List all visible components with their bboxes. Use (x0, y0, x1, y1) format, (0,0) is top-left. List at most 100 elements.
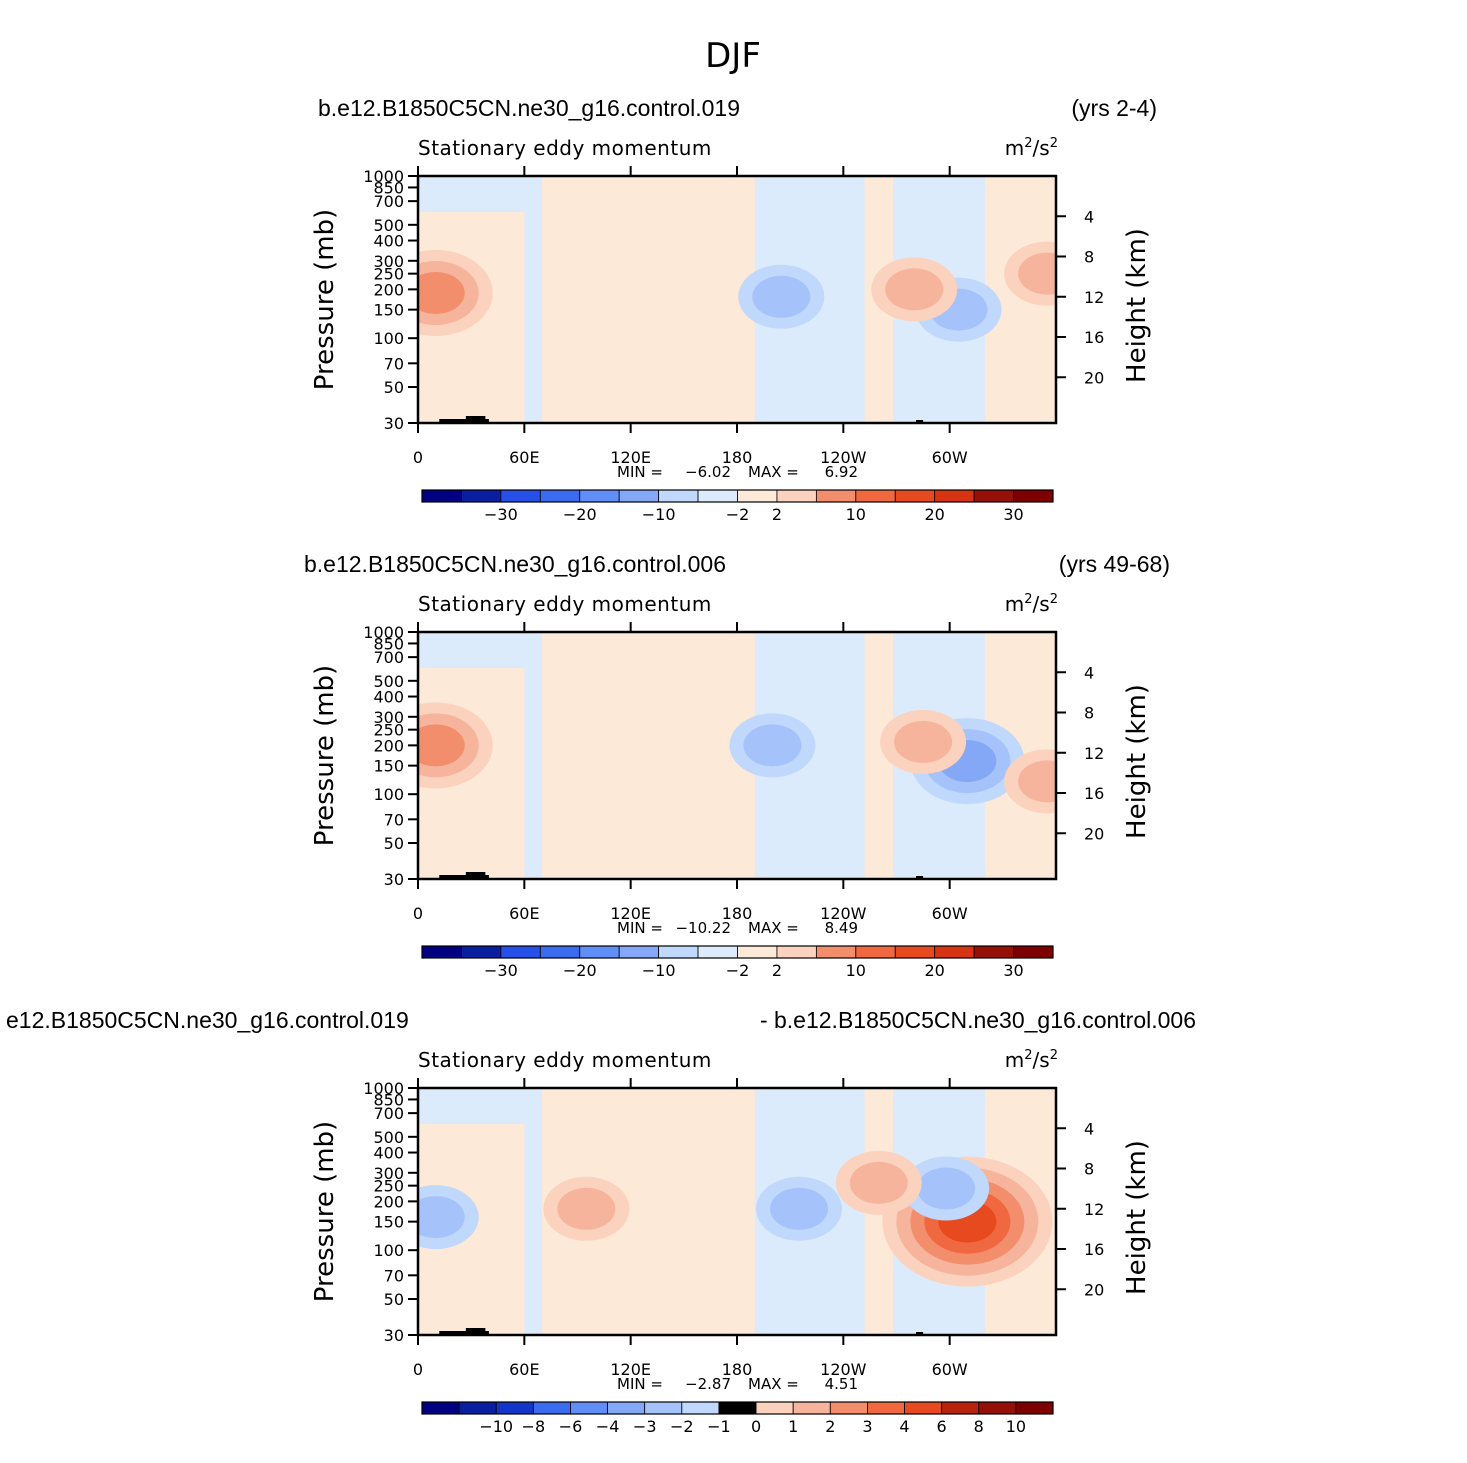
min-value: −2.87 (685, 1375, 731, 1393)
y-tick-label: 150 (373, 1213, 404, 1232)
y-tick-label: 50 (384, 378, 404, 397)
colorbar-box (1015, 1401, 1054, 1415)
x-tick-label: 60E (509, 904, 539, 923)
y2-tick-label: 8 (1084, 704, 1094, 723)
colorbar-box (579, 489, 620, 503)
colorbar-box (973, 945, 1014, 959)
y-tick-label: 50 (384, 1290, 404, 1309)
x-tick-label: 180 (722, 1360, 753, 1379)
y2-tick-label: 8 (1084, 1160, 1094, 1179)
y-tick-label: 500 (373, 672, 404, 691)
y-tick-label: 1000 (363, 1079, 404, 1098)
colorbar-label: −2 (670, 1417, 694, 1436)
y-tick-label: 200 (373, 280, 404, 299)
y-tick-label: 100 (373, 329, 404, 348)
left-string: Stationary eddy momentum (418, 1048, 712, 1072)
colorbar-box (458, 1401, 497, 1415)
topography (465, 1328, 486, 1335)
topography (915, 1332, 924, 1335)
contour-field (418, 176, 1056, 423)
topography (439, 419, 489, 423)
units-base: m (1005, 136, 1024, 160)
x-tick-label: 0 (413, 448, 423, 467)
colorbar-box (973, 489, 1014, 503)
y2-axis-title: Height (km) (1122, 228, 1152, 383)
max-value: 4.51 (825, 1375, 858, 1393)
contour-positive-level-2 (557, 1187, 616, 1230)
y2-tick-label: 12 (1084, 288, 1104, 307)
topography (915, 876, 924, 879)
colorbar-label: −2 (726, 961, 750, 980)
colorbar-label: 10 (846, 961, 866, 980)
colorbar-box (681, 1401, 720, 1415)
y-tick-label: 150 (373, 757, 404, 776)
y-tick-label: 850 (373, 178, 404, 197)
colorbar-label: 30 (1003, 961, 1023, 980)
colorbar-box (718, 1401, 757, 1415)
max-label: MAX = (748, 919, 799, 937)
x-tick-label: 120W (820, 1360, 867, 1379)
y-tick-label: 300 (373, 252, 404, 271)
x-tick-label: 120W (820, 448, 867, 467)
colorbar-label: −10 (642, 961, 676, 980)
colorbar-label: 1 (788, 1417, 798, 1436)
x-tick-label: 0 (413, 1360, 423, 1379)
colorbar-box (461, 489, 502, 503)
y-tick-label: 1000 (363, 623, 404, 642)
colorbar-box (539, 945, 581, 959)
colorbar-label: 20 (925, 505, 945, 524)
panel-2: b.e12.B1850C5CN.ne30_g16.control.006 (yrs… (304, 551, 1170, 980)
colorbar-label: 2 (772, 505, 782, 524)
colorbar-box (421, 945, 462, 959)
colorbar-box (855, 945, 896, 959)
y-tick-label: 30 (384, 1326, 404, 1345)
x-tick-label: 60W (932, 904, 968, 923)
colorbar-label: 2 (772, 961, 782, 980)
y2-tick-label: 20 (1084, 824, 1104, 843)
max-value: 6.92 (825, 463, 858, 481)
min-value: −10.22 (675, 919, 731, 937)
y2-tick-label: 16 (1084, 784, 1104, 803)
y-axis-title: Pressure (mb) (310, 665, 340, 846)
y2-tick-label: 20 (1084, 1280, 1104, 1299)
colorbar-label: 8 (974, 1417, 984, 1436)
colorbar-box (579, 945, 620, 959)
y2-tick-label: 12 (1084, 1200, 1104, 1219)
min-label: MIN = (617, 1375, 663, 1393)
colorbar-label: −2 (726, 505, 750, 524)
case-name: b.e12.B1850C5CN.ne30_g16.control.006 (304, 551, 726, 577)
x-tick-label: 60E (509, 448, 539, 467)
colorbar-box (815, 489, 857, 503)
y-tick-label: 250 (373, 721, 404, 740)
x-tick-label: 120E (610, 1360, 651, 1379)
y-tick-label: 100 (373, 785, 404, 804)
colorbar-label: −20 (563, 961, 597, 980)
units-mid: /s (1033, 1048, 1050, 1072)
colorbar-box (894, 945, 936, 959)
colorbar-box (644, 1401, 683, 1415)
colorbar-box (737, 945, 778, 959)
colorbar-box (697, 945, 738, 959)
figure-title: DJF (705, 36, 761, 76)
units-exp1: 2 (1024, 1048, 1032, 1063)
units-mid: /s (1033, 592, 1050, 616)
y2-tick-label: 4 (1084, 663, 1094, 682)
topography (439, 875, 489, 879)
colorbar-label: −8 (522, 1417, 546, 1436)
y2-tick-label: 20 (1084, 368, 1104, 387)
colorbar-box (495, 1401, 534, 1415)
positive-band (542, 632, 729, 879)
panels: b.e12.B1850C5CN.ne30_g16.control.019 (yrs… (6, 95, 1196, 1436)
y-tick-label: 700 (373, 192, 404, 211)
contour-field (418, 1088, 1056, 1335)
colorbar-box (658, 489, 699, 503)
colorbar-label: −10 (642, 505, 676, 524)
colorbar-box (658, 945, 699, 959)
colorbar-box (867, 1401, 905, 1415)
contour-negative-level-2 (743, 724, 802, 767)
colorbar-box (776, 945, 817, 959)
y2-axis-title: Height (km) (1122, 684, 1152, 839)
topography (439, 1331, 489, 1335)
contour-negative-level-2 (418, 1196, 465, 1239)
panel-3: e12.B1850C5CN.ne30_g16.control.019 - b.e1… (6, 1007, 1196, 1436)
